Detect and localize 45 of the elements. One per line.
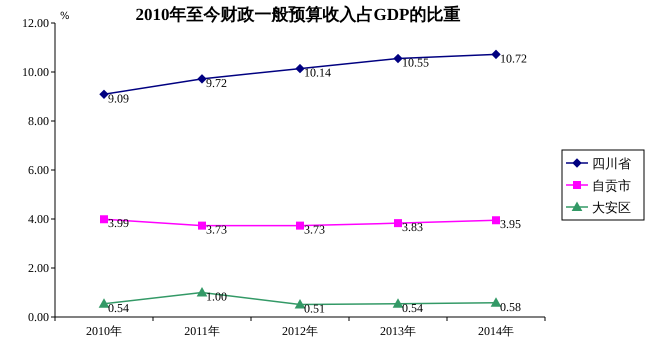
ylabel: % [60, 11, 70, 22]
y-tick-label: 12.00 [22, 16, 49, 30]
y-tick-label: 10.00 [22, 65, 49, 79]
x-tick-label: 2010年 [86, 324, 122, 338]
data-label: 10.14 [304, 66, 331, 80]
point [393, 298, 403, 308]
data-label: 10.72 [500, 51, 527, 66]
point [198, 222, 206, 230]
legend-label: 四川省 [592, 156, 631, 171]
y-tick-label: 4.00 [28, 212, 49, 226]
point [197, 288, 207, 296]
legend-label: 大安区 [592, 200, 631, 215]
y-tick-label: 8.00 [28, 114, 49, 128]
point [296, 222, 304, 230]
point [198, 74, 206, 84]
y-tick-label: 6.00 [28, 163, 49, 177]
data-label: 0.51 [304, 302, 325, 316]
point [394, 219, 402, 228]
x-tick-label: 2011年 [184, 324, 220, 338]
x-tick-label: 2013年 [380, 324, 416, 338]
point [296, 64, 304, 74]
x-tick-label: 2014年 [478, 324, 514, 338]
title: 2010年至今财政一般预算收入占GDP的比重 [136, 5, 460, 24]
data-label: 0.58 [500, 300, 521, 314]
data-label: 9.72 [206, 76, 227, 90]
data-label: 0.54 [402, 300, 423, 315]
legend-label: 自贡市 [592, 178, 631, 193]
data-label: 9.09 [108, 91, 129, 106]
data-label: 3.83 [402, 220, 423, 234]
y-tick-label: 0.00 [28, 310, 49, 324]
data-label: 3.73 [304, 222, 325, 237]
point [394, 54, 402, 64]
point [491, 298, 501, 307]
data-label: 3.73 [206, 222, 227, 237]
data-label: 3.95 [500, 217, 521, 232]
point [100, 90, 108, 99]
x-tick-label: 2012年 [282, 324, 318, 338]
data-label: 0.54 [108, 300, 129, 315]
point [492, 216, 500, 224]
point [100, 215, 108, 224]
point [492, 50, 500, 59]
point [295, 300, 305, 309]
data-label: 10.55 [402, 56, 429, 70]
y-tick-label: 2.00 [28, 261, 49, 275]
point [99, 298, 109, 308]
